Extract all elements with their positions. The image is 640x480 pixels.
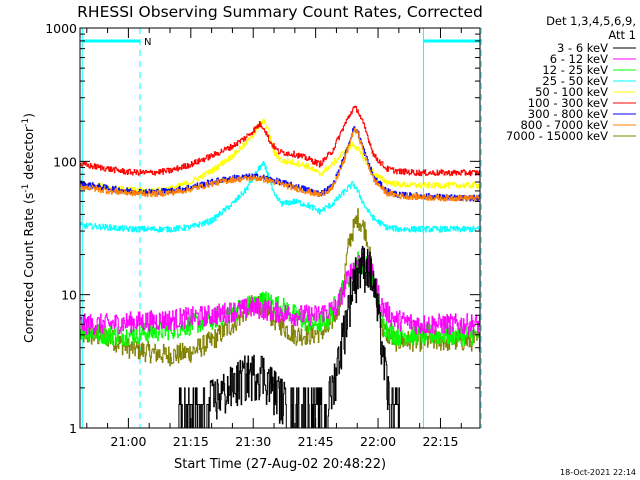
footer-date: 18-Oct-2021 22:14 xyxy=(560,468,636,477)
series-line xyxy=(80,127,481,202)
x-tick-label: 21:30 xyxy=(235,434,271,449)
y-axis-label: Corrected Count Rate (s-1 detector-1) xyxy=(21,113,36,343)
plot-frame xyxy=(79,27,481,429)
x-tick-label: 21:00 xyxy=(110,434,146,449)
series-line xyxy=(80,252,481,336)
y-tick-label: 10 xyxy=(61,288,77,303)
series-line xyxy=(80,161,481,233)
series-line xyxy=(80,208,481,367)
x-tick-label: 21:45 xyxy=(298,434,334,449)
y-tick-label: 1000 xyxy=(45,21,77,36)
legend-header-line2: Att 1 xyxy=(608,28,636,42)
legend-label: 7000 - 15000 keV xyxy=(506,129,608,143)
legend-label: 300 - 800 keV xyxy=(528,107,608,121)
series-line xyxy=(80,251,481,346)
y-tick-label: 1 xyxy=(69,421,77,436)
x-axis-label: Start Time (27-Aug-02 20:48:22) xyxy=(174,457,386,472)
x-tick-label: 22:00 xyxy=(360,434,396,449)
legend-label: 12 - 25 keV xyxy=(542,63,608,77)
x-tick-label: 22:15 xyxy=(422,434,458,449)
legend-label: 6 - 12 keV xyxy=(550,52,608,66)
chart-title: RHESSI Observing Summary Count Rates, Co… xyxy=(77,3,483,21)
y-tick-label: 100 xyxy=(53,154,77,169)
series-line xyxy=(80,105,481,177)
legend-header-line1: Det 1,3,4,5,6,9, xyxy=(546,14,636,28)
x-tick-label: 21:15 xyxy=(173,434,209,449)
legend-label: 100 - 300 keV xyxy=(528,96,608,110)
night-label: N xyxy=(144,37,151,48)
axes: 1 10 100 1000 21:00 21:15 21:30 21:45 22:00 22:15 xyxy=(45,21,480,449)
series-lines xyxy=(80,105,481,429)
legend-label: 25 - 50 keV xyxy=(542,74,608,88)
legend-label: 3 - 6 keV xyxy=(557,41,608,55)
legend-label: 800 - 7000 keV xyxy=(520,118,608,132)
legend-label: 50 - 100 keV xyxy=(535,85,608,99)
